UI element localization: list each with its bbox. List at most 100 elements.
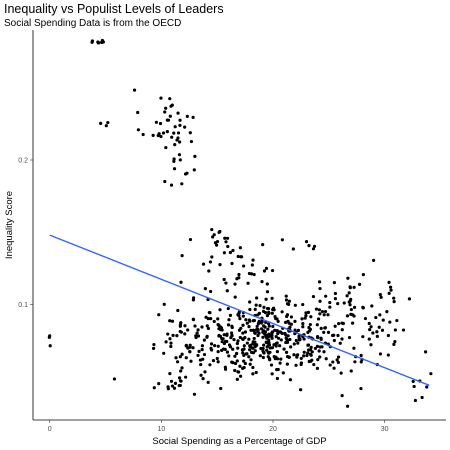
scatter-point: [179, 280, 183, 284]
scatter-point: [359, 360, 363, 364]
scatter-point: [345, 314, 350, 318]
scatter-point: [318, 345, 322, 349]
scatter-point: [352, 285, 356, 289]
scatter-point: [284, 298, 289, 302]
scatter-point: [252, 318, 257, 323]
scatter-point: [163, 179, 167, 184]
scatter-point: [161, 131, 166, 135]
scatter-point: [336, 355, 341, 359]
scatter-point: [377, 325, 381, 329]
x-tick-label: 0: [48, 426, 52, 433]
scatter-point: [193, 324, 197, 328]
scatter-point: [236, 339, 240, 343]
scatter-point: [348, 303, 352, 307]
scatter-point: [180, 182, 184, 186]
scatter-point: [237, 370, 241, 374]
scatter-point: [378, 313, 382, 317]
scatter-point: [276, 319, 280, 323]
scatter-point: [306, 343, 311, 347]
scatter-point: [196, 334, 201, 338]
scatter-point: [231, 347, 235, 351]
scatter-point: [411, 379, 415, 384]
scatter-point: [315, 323, 319, 327]
scatter-point: [257, 319, 261, 323]
scatter-point: [291, 247, 295, 251]
scatter-point: [192, 168, 196, 172]
scatter-point: [177, 376, 182, 380]
scatter-point: [247, 355, 251, 359]
scatter-point: [278, 344, 282, 348]
scatter-point: [336, 360, 340, 364]
scatter-point: [263, 311, 268, 315]
scatter-point: [242, 359, 246, 363]
scatter-point: [178, 158, 182, 162]
scatter-point: [352, 314, 356, 318]
scatter-point: [254, 370, 258, 375]
scatter-point: [158, 121, 163, 126]
scatter-point: [305, 353, 309, 358]
scatter-point: [324, 294, 328, 298]
scatter-point: [299, 388, 303, 392]
scatter-point: [347, 335, 352, 340]
scatter-point: [306, 310, 311, 314]
scatter-point: [176, 308, 180, 313]
scatter-point: [249, 328, 253, 332]
scatter-point: [194, 335, 198, 340]
scatter-point: [171, 333, 175, 338]
scatter-point: [256, 313, 260, 317]
scatter-point: [293, 328, 297, 332]
scatter-point: [252, 272, 256, 277]
scatter-point: [319, 326, 323, 330]
scatter-point: [253, 307, 257, 311]
scatter-point: [180, 352, 184, 356]
scatter-point: [293, 303, 297, 307]
scatter-point: [258, 304, 262, 308]
scatter-point: [230, 261, 234, 266]
scatter-point: [284, 320, 288, 324]
scatter-point: [332, 333, 336, 337]
scatter-point: [177, 153, 182, 157]
scatter-point: [178, 355, 182, 359]
scatter-point: [235, 341, 239, 346]
scatter-point: [136, 110, 140, 115]
scatter-point: [378, 352, 383, 356]
scatter-point: [223, 365, 227, 369]
scatter-point: [275, 376, 279, 381]
scatter-point: [374, 315, 378, 320]
scatter-point: [245, 321, 249, 325]
scatter-point: [312, 362, 316, 367]
scatter-point: [169, 341, 173, 345]
scatter-point: [255, 343, 259, 347]
scatter-point: [269, 363, 274, 367]
scatter-point: [315, 344, 319, 349]
scatter-point: [289, 345, 293, 349]
scatter-point: [407, 297, 412, 301]
scatter-point: [215, 356, 219, 361]
scatter-point: [292, 353, 296, 357]
scatter-point: [311, 294, 316, 299]
scatter-point: [271, 324, 275, 328]
scatter-point: [326, 330, 331, 335]
scatter-point: [313, 346, 317, 351]
scatter-point: [197, 349, 201, 353]
scatter-point: [361, 273, 365, 277]
scatter-point: [308, 322, 312, 327]
scatter-point: [176, 131, 181, 135]
scatter-point: [164, 106, 168, 110]
scatter-point: [169, 379, 174, 383]
scatter-point: [201, 377, 205, 381]
scatter-point: [339, 371, 343, 375]
scatter-point: [385, 310, 389, 314]
scatter-point: [235, 359, 239, 363]
scatter-point: [267, 341, 271, 345]
scatter-point: [156, 133, 160, 138]
scatter-point: [266, 327, 270, 331]
scatter-point: [99, 121, 103, 125]
trend-line-group: [49, 234, 430, 386]
scatter-point: [267, 351, 271, 355]
scatter-point: [183, 332, 187, 336]
scatter-point: [195, 331, 199, 335]
scatter-point: [225, 350, 230, 354]
scatter-point: [304, 311, 308, 315]
scatter-point: [275, 350, 279, 354]
